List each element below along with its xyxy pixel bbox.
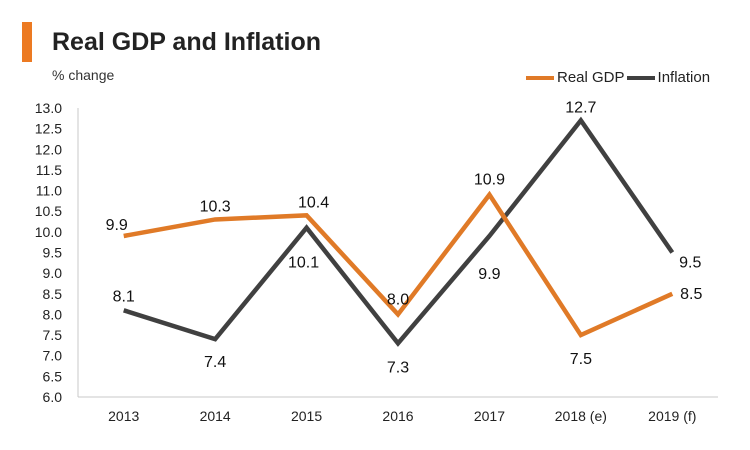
data-label-real-gdp: 10.4: [298, 194, 329, 211]
y-tick-label: 6.5: [43, 368, 63, 384]
series-line-real-gdp: [123, 190, 674, 338]
data-label-real-gdp: 10.9: [474, 172, 505, 189]
y-tick-label: 12.0: [35, 141, 62, 157]
data-label-real-gdp: 10.3: [200, 198, 231, 215]
data-label-inflation: 12.7: [565, 99, 596, 116]
y-tick-label: 12.5: [35, 121, 62, 137]
data-label-inflation: 9.5: [679, 255, 701, 272]
y-tick-label: 10.5: [35, 203, 62, 219]
title-accent-bar: [22, 22, 32, 62]
x-tick-label: 2016: [382, 408, 413, 424]
data-label-real-gdp: 9.9: [106, 217, 128, 234]
data-label-real-gdp: 8.5: [680, 286, 702, 303]
y-tick-label: 10.0: [35, 224, 62, 240]
y-tick-label: 7.0: [43, 348, 63, 364]
legend-label-inflation: Inflation: [657, 69, 711, 86]
data-label-inflation: 7.4: [204, 354, 226, 371]
x-tick-label: 2017: [474, 408, 505, 424]
legend-label-real-gdp: Real GDP: [557, 69, 625, 86]
y-tick-label: 11.0: [36, 183, 62, 199]
x-tick-label: 2015: [291, 408, 322, 424]
y-tick-label: 9.0: [43, 265, 63, 281]
y-tick-label: 9.5: [43, 245, 63, 261]
legend-item-real-gdp: Real GDP: [526, 69, 627, 86]
series-line-inflation: [123, 116, 675, 347]
y-tick-label: 8.0: [43, 306, 63, 322]
x-tick-label: 2019 (f): [648, 408, 696, 424]
data-label-real-gdp: 7.5: [570, 351, 592, 368]
chart-title: Real GDP and Inflation: [52, 28, 322, 56]
y-tick-label: 8.5: [43, 286, 63, 302]
data-label-inflation: 10.1: [288, 255, 319, 272]
data-label-inflation: 7.3: [387, 359, 409, 376]
y-tick-label: 13.0: [35, 100, 62, 116]
x-tick-label: 2018 (e): [555, 408, 607, 424]
data-label-real-gdp: 8.0: [387, 291, 409, 308]
data-label-inflation: 8.1: [113, 288, 135, 305]
x-tick-label: 2013: [108, 408, 139, 424]
legend-swatch-real-gdp: [526, 75, 554, 80]
y-tick-label: 7.5: [43, 327, 63, 343]
x-tick-label: 2014: [200, 408, 231, 424]
y-tick-label: 11.5: [36, 162, 62, 178]
y-tick-label: 6.0: [43, 389, 63, 405]
legend-swatch-inflation: [626, 75, 655, 80]
y-axis-unit-label: % change: [52, 67, 115, 83]
data-label-inflation: 9.9: [478, 266, 500, 283]
chart-legend: Real GDP Inflation: [526, 69, 712, 86]
legend-item-inflation: Inflation: [626, 69, 713, 86]
